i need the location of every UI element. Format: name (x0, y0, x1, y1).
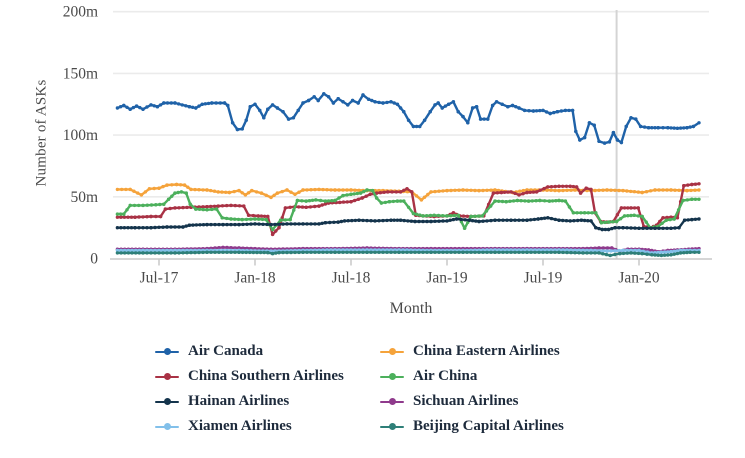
y-tick-label: 150m (63, 65, 98, 82)
y-axis-tick-labels: 0 50m 100m 150m 200m (63, 4, 99, 268)
series-air-canada (115, 92, 701, 145)
x-tick-label: Jan-18 (234, 270, 276, 287)
x-tick-label: Jul-18 (332, 270, 371, 287)
legend-item-label: Sichuan Airlines (413, 393, 519, 409)
legend-item-china-southern-airlines[interactable]: China Southern Airlines (155, 369, 380, 384)
legend-item-air-china[interactable]: Air China (380, 369, 635, 384)
line-chart-canvas: 0 50m 100m 150m 200m Jul-17 Jan-18 Jul-18 Jan-19… (63, 4, 712, 287)
series-air-china (115, 188, 701, 232)
legend-item-label: Xiamen Airlines (188, 418, 292, 434)
legend-line-marker-icon (155, 348, 179, 356)
legend-item-beijing-capital-airlines[interactable]: Beijing Capital Airlines (380, 419, 635, 434)
x-tick-label: Jul-17 (140, 270, 179, 287)
x-axis: Jul-17 Jan-18 Jul-18 Jan-19 Jul-19 Jan-20 (110, 258, 712, 287)
legend-line-marker-icon (380, 373, 404, 381)
legend-item-sichuan-airlines[interactable]: Sichuan Airlines (380, 394, 635, 409)
y-tick-label: 0 (90, 251, 98, 268)
x-axis-title: Month (389, 300, 433, 317)
legend-item-label: Air Canada (188, 343, 264, 359)
legend-item-label: Hainan Airlines (188, 393, 290, 409)
gridlines (113, 10, 709, 198)
legend-item-air-canada[interactable]: Air Canada (155, 344, 380, 359)
legend-line-marker-icon (155, 373, 179, 381)
series-beijing-capital-airlines (115, 250, 701, 258)
x-tick-label: Jan-20 (618, 270, 660, 287)
legend-item-label: Beijing Capital Airlines (413, 418, 564, 434)
y-tick-label: 200m (63, 4, 98, 21)
legend-item-hainan-airlines[interactable]: Hainan Airlines (155, 394, 380, 409)
legend-item-label: China Southern Airlines (188, 368, 344, 384)
x-tick-label: Jan-19 (426, 270, 468, 287)
legend-item-label: China Eastern Airlines (413, 343, 560, 359)
x-tick-label: Jul-19 (524, 270, 563, 287)
y-tick-label: 100m (63, 127, 98, 144)
legend-line-marker-icon (380, 398, 404, 406)
legend-line-marker-icon (380, 348, 404, 356)
series-china-eastern-airlines (115, 182, 701, 202)
legend-line-marker-icon (155, 398, 179, 406)
legend-item-xiamen-airlines[interactable]: Xiamen Airlines (155, 419, 380, 434)
legend-item-china-eastern-airlines[interactable]: China Eastern Airlines (380, 344, 635, 359)
legend-line-marker-icon (380, 423, 404, 431)
legend: Air Canada China Eastern Airlines China So… (155, 344, 635, 434)
series-hainan-airlines (115, 216, 701, 232)
legend-line-marker-icon (155, 423, 179, 431)
y-tick-label: 50m (70, 189, 98, 206)
legend-item-label: Air China (413, 368, 478, 384)
y-axis-title: Number of ASKs (33, 79, 50, 187)
